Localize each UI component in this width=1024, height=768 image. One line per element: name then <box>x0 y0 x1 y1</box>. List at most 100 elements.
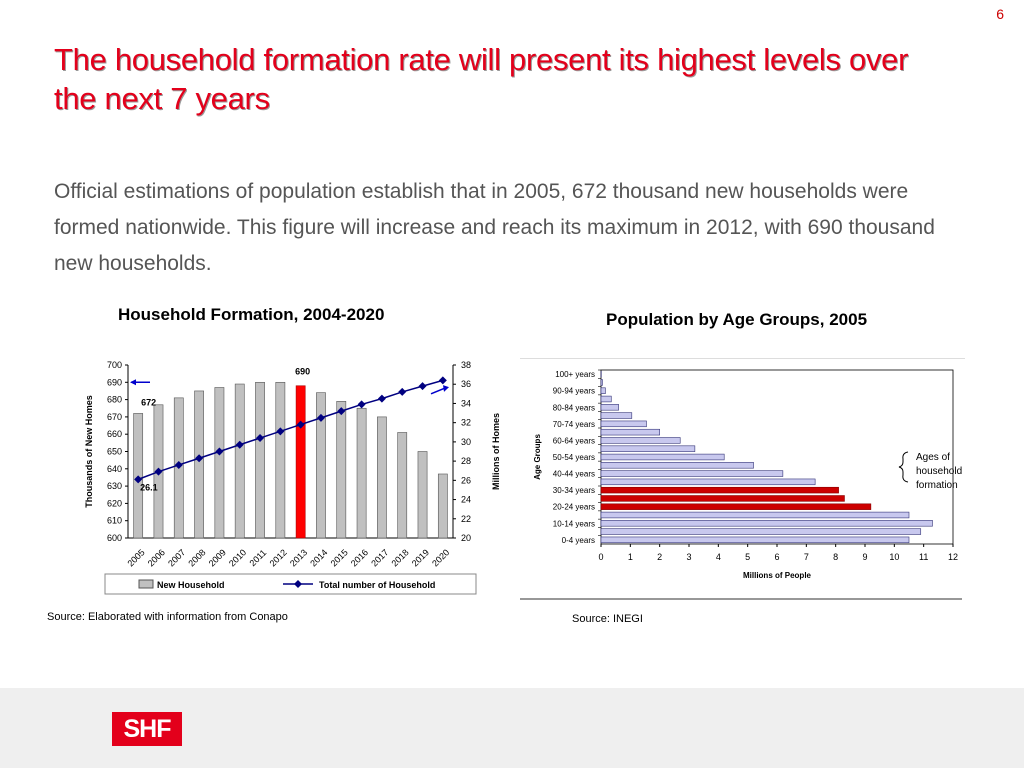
x-tick-label: 5 <box>745 552 750 562</box>
line-point <box>174 460 183 469</box>
y-tick-label: 10-14 years <box>553 519 595 528</box>
legend-label-total: Total number of Household <box>319 580 435 590</box>
bar-age-group <box>600 420 647 428</box>
slide-title: The household formation rate will presen… <box>54 42 909 116</box>
x-tick-label: 0 <box>598 552 603 562</box>
line-point <box>215 447 224 456</box>
line-point <box>418 382 427 391</box>
y-tick-label: 60-64 years <box>553 436 595 445</box>
right-tick-label: 26 <box>461 475 471 485</box>
line-point <box>398 387 407 396</box>
right-tick-label: 36 <box>461 379 471 389</box>
line-point <box>235 440 244 449</box>
bar-age-group <box>600 379 603 386</box>
annotation-text: formation <box>916 480 958 491</box>
page-number: 6 <box>996 6 1004 22</box>
x-tick-label: 9 <box>862 552 867 562</box>
right-tick-label: 22 <box>461 514 471 524</box>
bar-new-household <box>437 473 448 539</box>
annotation-690: 690 <box>295 366 310 376</box>
y-tick-label: 0-4 years <box>562 536 595 545</box>
line-point <box>195 454 204 463</box>
bar-new-household <box>275 381 286 539</box>
bar-new-household <box>214 387 225 539</box>
left-tick-label: 660 <box>107 429 122 439</box>
annotation-brace <box>898 451 909 483</box>
line-point <box>337 407 346 416</box>
x-tick-label: 12 <box>948 552 958 562</box>
bar-new-household <box>397 432 408 539</box>
chart1-title: Household Formation, 2004-2020 <box>118 305 385 324</box>
line-point <box>357 400 366 409</box>
right-tick-label: 38 <box>461 360 471 370</box>
bar-age-group <box>600 453 725 461</box>
x-tick-label: 11 <box>919 552 928 562</box>
bar-new-household <box>356 407 367 539</box>
bar-new-household <box>316 392 326 539</box>
right-tick-label: 30 <box>461 437 471 447</box>
y2-axis-title: Millions of Homes <box>491 413 501 490</box>
bar-age-group <box>600 395 612 403</box>
arrow-right-head <box>443 385 449 392</box>
y-tick-label: 80-84 years <box>553 403 595 412</box>
arrow-left-head <box>130 379 136 386</box>
left-tick-label: 640 <box>107 464 122 474</box>
line-point <box>316 413 325 422</box>
annotation-text: household <box>916 466 962 477</box>
bar-age-group <box>600 511 910 519</box>
y-axis-title: Thousands of New Homes <box>84 395 94 508</box>
bar-age-group <box>600 437 681 444</box>
line-point <box>256 434 265 443</box>
population-age-chart: 100+ years 90-94 years 80-84 years 70-74 ye… <box>520 358 970 603</box>
left-tick-label: 670 <box>107 412 122 422</box>
legend-label-new-household: New Household <box>157 580 225 590</box>
left-tick-label: 650 <box>107 447 122 457</box>
line-point <box>438 376 447 385</box>
bar-new-household <box>377 416 387 539</box>
y-tick-label: 30-34 years <box>553 486 595 495</box>
left-tick-label: 680 <box>107 395 122 405</box>
bar-new-household <box>234 383 245 539</box>
bar-age-group <box>600 536 910 544</box>
bar-age-group <box>600 470 784 477</box>
bar-age-group <box>600 528 922 535</box>
x-tick-label: 1 <box>628 552 633 562</box>
source-note-left: Source: Elaborated with information from… <box>47 611 288 623</box>
right-tick-label: 20 <box>461 533 471 543</box>
line-point <box>134 475 143 484</box>
right-tick-label: 32 <box>461 418 471 428</box>
chart2-title: Population by Age Groups, 2005 <box>606 310 868 329</box>
legend-swatch-bar <box>138 579 154 589</box>
line-point <box>377 394 386 403</box>
legend-swatch-marker <box>294 580 302 588</box>
bar-age-group <box>600 445 696 452</box>
y-tick-label: 70-74 years <box>553 420 595 429</box>
y-tick-label: 50-54 years <box>553 453 595 462</box>
bar-age-group <box>600 478 816 486</box>
bar-age-group <box>600 428 660 436</box>
line-point <box>296 420 305 429</box>
bar-age-group <box>600 462 754 469</box>
bar-age-group <box>600 520 933 527</box>
y-tick-label: 100+ years <box>555 370 595 379</box>
left-tick-label: 700 <box>107 360 122 370</box>
left-tick-label: 600 <box>107 533 122 543</box>
bar-new-household <box>295 385 306 539</box>
line-point <box>154 467 163 476</box>
right-tick-label: 28 <box>461 456 471 466</box>
x-tick-label: 10 <box>889 552 899 562</box>
left-tick-label: 610 <box>107 516 122 526</box>
x-tick-label: 4 <box>716 552 721 562</box>
left-tick-label: 690 <box>107 377 122 387</box>
bar-age-group <box>600 495 845 502</box>
bar-age-group <box>600 404 619 411</box>
y-tick-label: 90-94 years <box>553 387 595 396</box>
x-tick-label: 2 <box>657 552 662 562</box>
bar-age-group <box>600 387 606 394</box>
x-tick-label: 3 <box>686 552 691 562</box>
y-tick-label: 40-44 years <box>553 470 595 479</box>
line-total-households <box>137 379 444 481</box>
bar-age-group <box>600 486 839 494</box>
annotation-672: 672 <box>141 397 156 407</box>
bar-new-household <box>194 390 204 539</box>
